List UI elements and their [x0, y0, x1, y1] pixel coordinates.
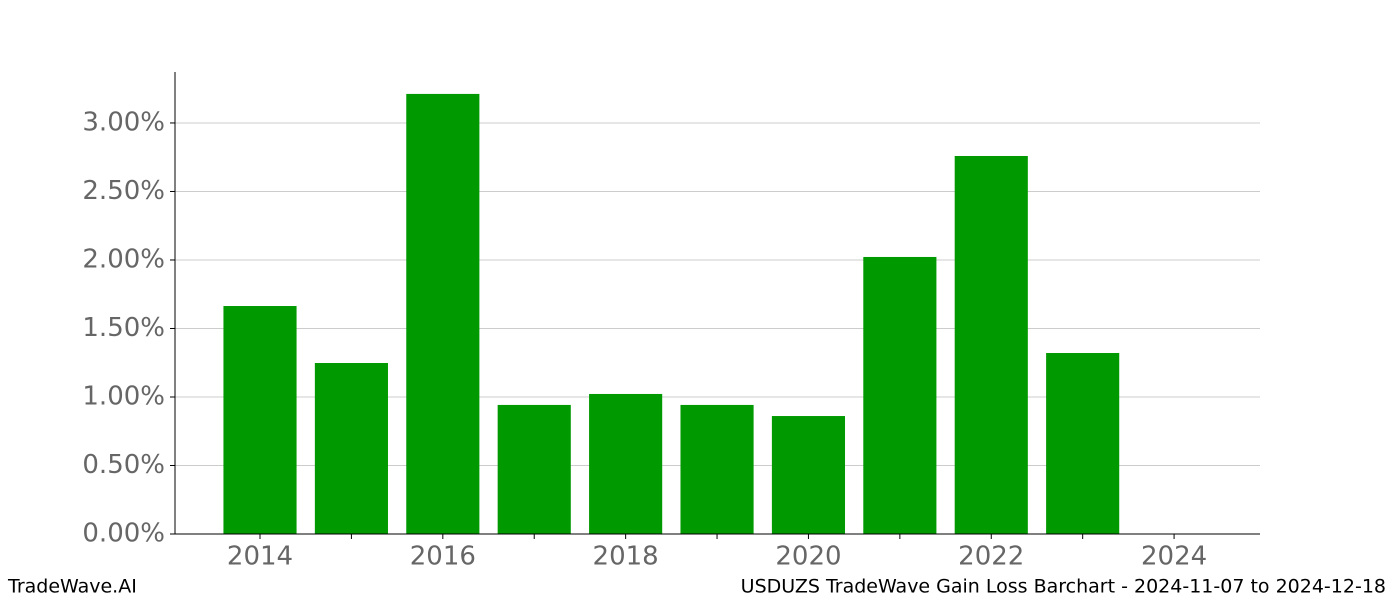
- x-tick-label: 2016: [410, 542, 476, 572]
- bar: [314, 363, 388, 534]
- x-tick-label: 2024: [1141, 542, 1207, 572]
- bar: [954, 155, 1028, 534]
- bar: [497, 404, 571, 534]
- y-tick-label: 0.00%: [82, 519, 165, 549]
- bar: [771, 416, 846, 534]
- credit: TradeWave.AI: [7, 576, 137, 598]
- y-tick-label: 1.00%: [82, 381, 165, 411]
- x-tick-label: 2020: [775, 542, 841, 572]
- chart-title: USDUZS TradeWave Gain Loss Barchart - 20…: [741, 576, 1386, 598]
- bar: [223, 306, 297, 534]
- y-tick-label: 2.50%: [82, 176, 165, 206]
- bar: [589, 393, 663, 534]
- bar: [863, 256, 937, 534]
- bar: [1046, 353, 1120, 534]
- y-tick-label: 3.00%: [82, 107, 165, 137]
- x-tick-label: 2018: [593, 542, 659, 572]
- y-tick-label: 2.00%: [82, 244, 165, 274]
- y-tick-label: 1.50%: [82, 313, 165, 343]
- x-tick-label: 2014: [227, 542, 293, 572]
- bar: [680, 404, 754, 534]
- y-tick-label: 0.50%: [82, 450, 165, 480]
- bar: [406, 93, 480, 535]
- x-tick-label: 2022: [958, 542, 1024, 572]
